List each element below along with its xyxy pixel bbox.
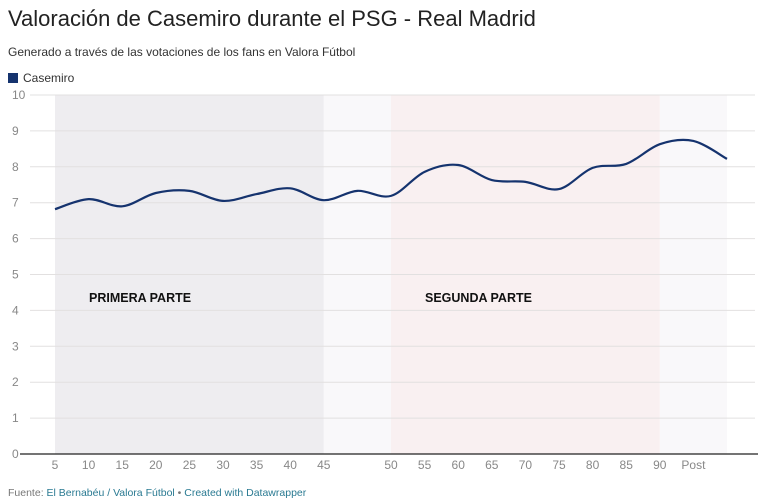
series-line-casemiro (54, 138, 728, 211)
range-annotation: SEGUNDA PARTE (425, 291, 532, 305)
footer-prefix: Fuente: (8, 487, 47, 499)
x-tick-label: 25 (183, 458, 197, 472)
x-tick-label: 5 (52, 458, 59, 472)
x-tick-label: 40 (284, 458, 298, 472)
x-tick-label: 70 (519, 458, 533, 472)
footer-separator: • (174, 487, 185, 499)
x-tick-label: 15 (116, 458, 130, 472)
x-tick-label: 90 (653, 458, 667, 472)
y-tick-label: 5 (12, 268, 19, 282)
x-tick-label: 35 (250, 458, 264, 472)
source-link[interactable]: El Bernabéu / Valora Fútbol (46, 487, 175, 499)
x-tick-label: 30 (216, 458, 230, 472)
x-tick-label: 60 (452, 458, 466, 472)
y-tick-label: 8 (12, 160, 19, 174)
y-tick-label: 3 (12, 339, 19, 353)
y-tick-label: 4 (12, 303, 19, 317)
range-annotation: PRIMERA PARTE (89, 291, 191, 305)
y-tick-label: 10 (12, 88, 26, 102)
footer: Fuente: El Bernabéu / Valora Fútbol • Cr… (8, 487, 306, 499)
y-tick-label: 9 (12, 124, 19, 138)
x-tick-label: Post (681, 458, 706, 472)
y-tick-label: 2 (12, 375, 19, 389)
x-tick-label: 10 (82, 458, 96, 472)
x-tick-label: 85 (620, 458, 634, 472)
x-tick-label: 45 (317, 458, 331, 472)
chart-subtitle: Generado a través de las votaciones de l… (8, 45, 356, 59)
x-tick-label: 75 (552, 458, 566, 472)
x-tick-label: 65 (485, 458, 499, 472)
y-tick-label: 7 (12, 196, 19, 210)
y-tick-label: 1 (12, 411, 19, 425)
x-tick-label: 20 (149, 458, 163, 472)
legend: Casemiro (8, 71, 74, 85)
legend-swatch (8, 73, 18, 83)
y-tick-label: 6 (12, 232, 19, 246)
legend-label: Casemiro (23, 71, 75, 85)
chart-title: Valoración de Casemiro durante el PSG - … (8, 6, 536, 31)
x-tick-label: 80 (586, 458, 600, 472)
x-tick-label: 55 (418, 458, 432, 472)
datawrapper-link[interactable]: Created with Datawrapper (184, 487, 307, 499)
x-tick-label: 50 (384, 458, 398, 472)
y-tick-label: 0 (12, 447, 19, 461)
